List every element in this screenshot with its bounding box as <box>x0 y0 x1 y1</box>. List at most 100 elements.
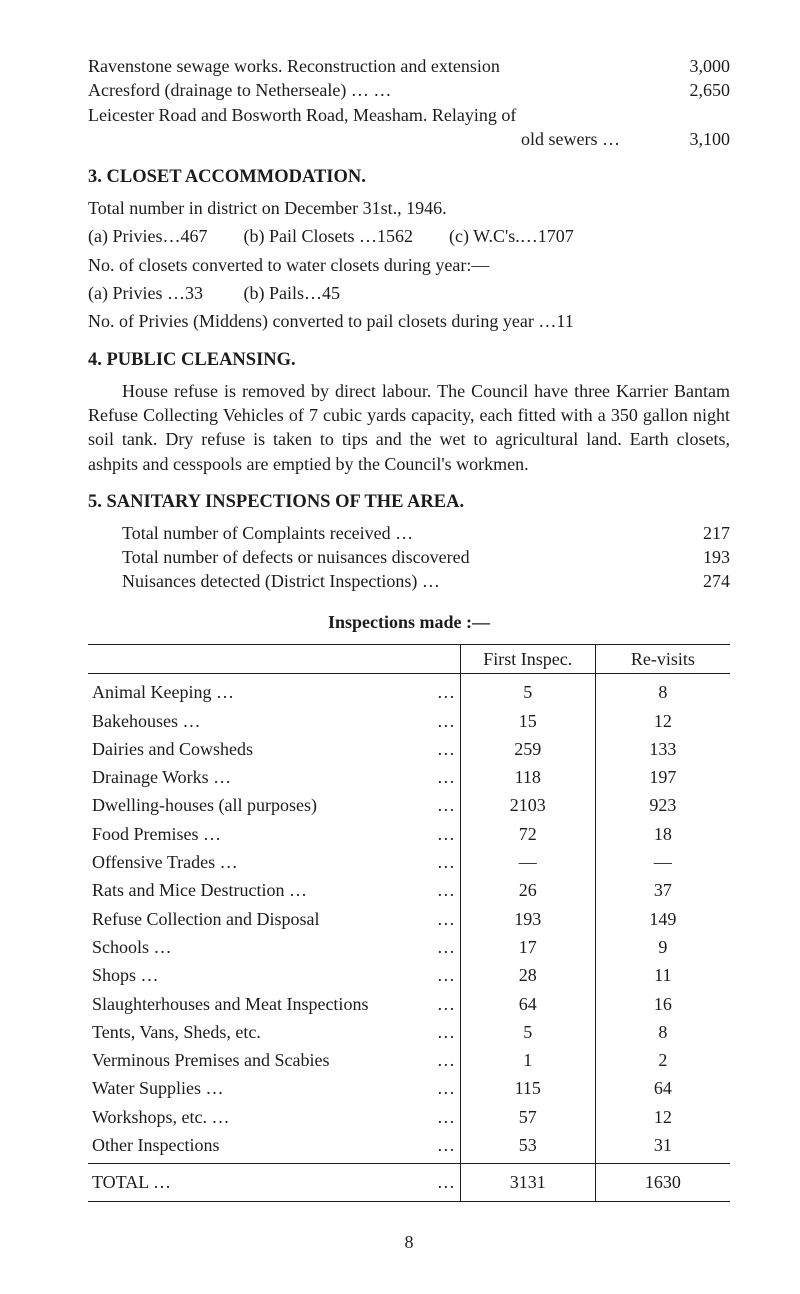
row-name: Rats and Mice Destruction …… <box>88 876 460 904</box>
table-row: Drainage Works ……118197 <box>88 763 730 791</box>
row-name: Shops …… <box>88 961 460 989</box>
table-row: Rats and Mice Destruction ……2637 <box>88 876 730 904</box>
row-first: 115 <box>460 1074 595 1102</box>
row-first: 1 <box>460 1046 595 1074</box>
row-rev: 18 <box>595 820 730 848</box>
total-label: TOTAL …… <box>88 1164 460 1201</box>
row-first: 5 <box>460 674 595 707</box>
row-first: 72 <box>460 820 595 848</box>
intro-line: Ravenstone sewage works. Reconstruction … <box>88 54 730 78</box>
text: Leicester Road and Bosworth Road, Measha… <box>88 103 660 127</box>
row-first: — <box>460 848 595 876</box>
value: 3,000 <box>660 54 730 78</box>
value: 2,650 <box>660 78 730 102</box>
section-4-heading: 4. PUBLIC CLEANSING. <box>88 348 730 373</box>
row-rev: 8 <box>595 1018 730 1046</box>
row-rev: 31 <box>595 1131 730 1164</box>
value: 274 <box>660 569 730 593</box>
row-name: Refuse Collection and Disposal… <box>88 905 460 933</box>
value: 193 <box>660 545 730 569</box>
row-name: Water Supplies …… <box>88 1074 460 1102</box>
row-name: Animal Keeping …… <box>88 674 460 707</box>
row-first: 28 <box>460 961 595 989</box>
inspections-table: First Inspec. Re-visits Animal Keeping …… <box>88 644 730 1202</box>
value: 3,100 <box>660 127 730 151</box>
table-row: Schools ……179 <box>88 933 730 961</box>
row-rev: 64 <box>595 1074 730 1102</box>
row-name: Drainage Works …… <box>88 763 460 791</box>
table-row: Food Premises ……7218 <box>88 820 730 848</box>
table-row: Water Supplies ……11564 <box>88 1074 730 1102</box>
row-first: 57 <box>460 1103 595 1131</box>
row-rev: 197 <box>595 763 730 791</box>
row-name: Slaughterhouses and Meat Inspections… <box>88 990 460 1018</box>
row-name: Tents, Vans, Sheds, etc.… <box>88 1018 460 1046</box>
row-first: 259 <box>460 735 595 763</box>
row-name: Schools …… <box>88 933 460 961</box>
row-name: Other Inspections… <box>88 1131 460 1164</box>
text: Total number of defects or nuisances dis… <box>122 545 660 569</box>
table-row: Shops ……2811 <box>88 961 730 989</box>
row-first: 118 <box>460 763 595 791</box>
col-first-inspec: First Inspec. <box>460 644 595 673</box>
row-first: 64 <box>460 990 595 1018</box>
intro-line: Acresford (drainage to Netherseale) … … … <box>88 78 730 102</box>
s3-p2: (a) Privies…467 (b) Pail Closets …1562 (… <box>88 224 730 248</box>
row-rev: 11 <box>595 961 730 989</box>
value: 217 <box>660 521 730 545</box>
row-name: Offensive Trades …… <box>88 848 460 876</box>
row-name: Food Premises …… <box>88 820 460 848</box>
row-first: 5 <box>460 1018 595 1046</box>
row-first: 15 <box>460 707 595 735</box>
table-row: Dairies and Cowsheds…259133 <box>88 735 730 763</box>
row-name: Bakehouses …… <box>88 707 460 735</box>
intro-line: Leicester Road and Bosworth Road, Measha… <box>88 103 730 127</box>
table-row: Other Inspections…5331 <box>88 1131 730 1164</box>
row-rev: 2 <box>595 1046 730 1074</box>
text: Acresford (drainage to Netherseale) … … <box>88 78 660 102</box>
row-rev: 9 <box>595 933 730 961</box>
row-rev: 12 <box>595 1103 730 1131</box>
col-revisits: Re-visits <box>595 644 730 673</box>
intro-line: old sewers … 3,100 <box>88 127 730 151</box>
text: Ravenstone sewage works. Reconstruction … <box>88 54 660 78</box>
row-rev: 8 <box>595 674 730 707</box>
table-row: Offensive Trades ……—— <box>88 848 730 876</box>
section-5-heading: 5. SANITARY INSPECTIONS OF THE AREA. <box>88 490 730 515</box>
table-row: Tents, Vans, Sheds, etc.…58 <box>88 1018 730 1046</box>
row-rev: 37 <box>595 876 730 904</box>
row-first: 53 <box>460 1131 595 1164</box>
text: old sewers … <box>88 127 660 151</box>
text: Total number of Complaints received … <box>122 521 660 545</box>
row-rev: — <box>595 848 730 876</box>
s3-p1: Total number in district on December 31s… <box>88 196 730 220</box>
total-rev: 1630 <box>595 1164 730 1201</box>
value <box>660 103 730 127</box>
section-3-heading: 3. CLOSET ACCOMMODATION. <box>88 165 730 190</box>
page-number: 8 <box>88 1230 730 1254</box>
row-rev: 12 <box>595 707 730 735</box>
row-rev: 149 <box>595 905 730 933</box>
row-name: Dairies and Cowsheds… <box>88 735 460 763</box>
row-name: Dwelling-houses (all purposes)… <box>88 791 460 819</box>
table-row: Workshops, etc. ……5712 <box>88 1103 730 1131</box>
text: Nuisances detected (District Inspections… <box>122 569 660 593</box>
table-row: Slaughterhouses and Meat Inspections…641… <box>88 990 730 1018</box>
row-first: 193 <box>460 905 595 933</box>
table-row: Refuse Collection and Disposal…193149 <box>88 905 730 933</box>
total-first: 3131 <box>460 1164 595 1201</box>
s3-p3: No. of closets converted to water closet… <box>88 253 730 277</box>
row-rev: 16 <box>595 990 730 1018</box>
table-row: Dwelling-houses (all purposes)…2103923 <box>88 791 730 819</box>
s5-line: Nuisances detected (District Inspections… <box>122 569 730 593</box>
s3-p4: (a) Privies …33 (b) Pails…45 <box>88 281 730 305</box>
row-first: 17 <box>460 933 595 961</box>
intro-block: Ravenstone sewage works. Reconstruction … <box>88 54 730 151</box>
row-rev: 133 <box>595 735 730 763</box>
row-name: Verminous Premises and Scabies… <box>88 1046 460 1074</box>
col-blank <box>88 644 460 673</box>
s5-line: Total number of Complaints received … 21… <box>122 521 730 545</box>
table-row: Verminous Premises and Scabies…12 <box>88 1046 730 1074</box>
s4-p1: House refuse is removed by direct labour… <box>88 379 730 476</box>
table-row: Bakehouses ……1512 <box>88 707 730 735</box>
